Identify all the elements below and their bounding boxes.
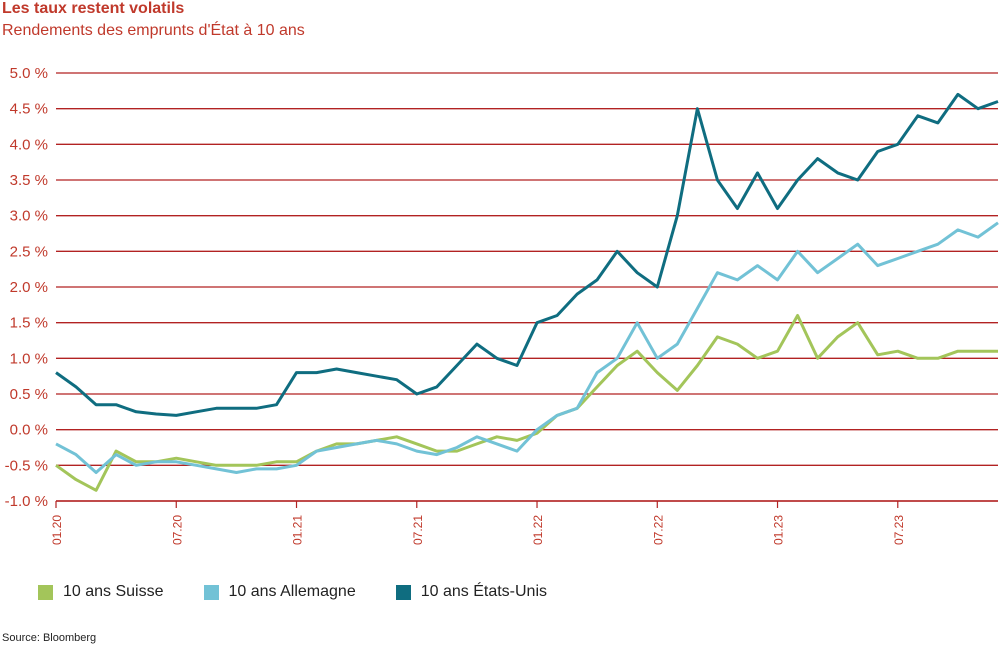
legend-item-allemagne: 10 ans Allemagne	[203, 583, 356, 601]
legend-label-usa: 10 ans États-Unis	[420, 583, 547, 600]
x-tick-label: 01.21	[291, 515, 305, 545]
legend-swatch-suisse	[38, 584, 53, 600]
series-line-allemagne	[55, 221, 999, 474]
x-tick-label: 07.21	[411, 515, 425, 545]
y-tick-label: 1.5 %	[10, 315, 48, 332]
y-tick-label: 0.0 %	[10, 422, 48, 439]
y-tick-label: 3.0 %	[10, 208, 48, 225]
legend-label-suisse: 10 ans Suisse	[63, 583, 164, 600]
line-chart: -1.0 % -0.5 % 0.0 % 0.5 % 1.0 % 1.5 % 2.0 % 2.5…	[5, 65, 999, 545]
y-tick-label: -1.0 %	[5, 493, 48, 510]
y-tick-label: 2.0 %	[10, 279, 48, 296]
legend-swatch-usa	[395, 584, 411, 600]
x-tick-label: 07.22	[651, 515, 665, 545]
legend-item-suisse: 10 ans Suisse	[38, 583, 164, 601]
x-tick-label: 01.20	[50, 515, 64, 545]
y-tick-label: 3.5 %	[10, 172, 48, 189]
chart-subtitle: Rendements des emprunts d'État à 10 ans	[2, 22, 305, 39]
y-tick-label: 1.0 %	[10, 350, 48, 367]
y-tick-label: 5.0 %	[10, 65, 48, 82]
x-tick-label: 07.23	[892, 515, 906, 545]
y-tick-label: 4.5 %	[10, 101, 48, 118]
series-line-usa	[55, 92, 999, 417]
x-tick-label: 01.23	[772, 515, 786, 545]
chart-title: Les taux restent volatils	[2, 0, 185, 17]
legend-item-usa: 10 ans États-Unis	[395, 583, 547, 601]
y-tick-label: -0.5 %	[5, 457, 48, 474]
y-tick-label: 4.0 %	[10, 136, 48, 153]
legend-swatch-allemagne	[203, 584, 219, 600]
y-tick-label: 2.5 %	[10, 243, 48, 260]
legend-label-allemagne: 10 ans Allemagne	[228, 583, 356, 600]
x-tick-label: 01.22	[531, 515, 545, 545]
y-tick-label: 0.5 %	[10, 386, 48, 403]
x-tick-label: 07.20	[170, 515, 184, 545]
series-line-suisse	[55, 314, 998, 492]
source-note: Source: Bloomberg	[2, 632, 97, 644]
legend: 10 ans Suisse 10 ans Allemagne 10 ans Ét…	[38, 583, 587, 601]
